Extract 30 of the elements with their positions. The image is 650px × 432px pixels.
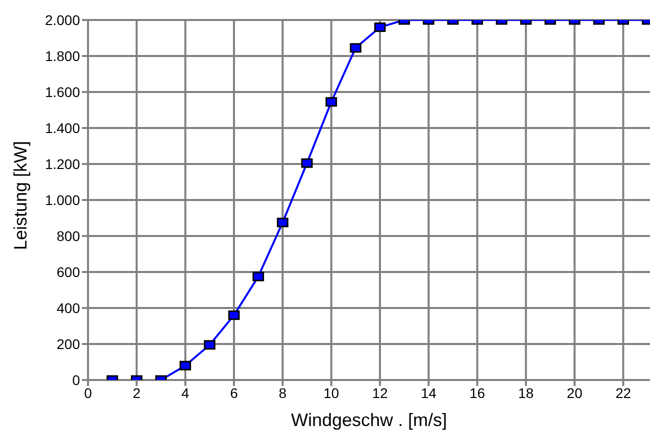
x-tick-label: 12 [372, 384, 388, 401]
y-tick-label: 1.200 [44, 156, 80, 172]
y-tick-label: 1.600 [44, 84, 80, 100]
point [276, 218, 288, 228]
y-axis-title: Leistung [kW] [10, 140, 30, 250]
x-tick-label: 2 [132, 384, 141, 401]
y-tick-label: 600 [56, 264, 80, 280]
point [301, 158, 313, 168]
y-tick-label: 2.000 [44, 12, 80, 28]
x-tick-label: 6 [230, 384, 238, 401]
x-tick-label: 10 [324, 384, 340, 401]
point [228, 310, 240, 320]
x-tick-label: 4 [181, 384, 190, 401]
y-tick-label: 1.800 [44, 48, 80, 64]
x-tick-label: 16 [469, 384, 486, 401]
x-tick-label: 0 [84, 384, 92, 401]
x-tick-label: 22 [615, 384, 632, 401]
y-tick-label: 400 [56, 300, 80, 316]
point [326, 97, 338, 107]
x-tick-label: 20 [566, 384, 583, 401]
point [252, 272, 264, 282]
y-tick-label: 800 [56, 228, 80, 244]
x-tick-label: 14 [420, 384, 437, 401]
y-tick-label: 0 [72, 372, 80, 388]
y-tick-label: 200 [56, 336, 80, 352]
y-tick-label: 1.000 [44, 192, 80, 208]
x-axis-title: Windgeschw . [m/s] [290, 410, 448, 430]
x-tick-label: 8 [278, 384, 287, 401]
x-tick-label: 18 [518, 384, 534, 401]
y-tick-label: 1.400 [44, 120, 80, 136]
